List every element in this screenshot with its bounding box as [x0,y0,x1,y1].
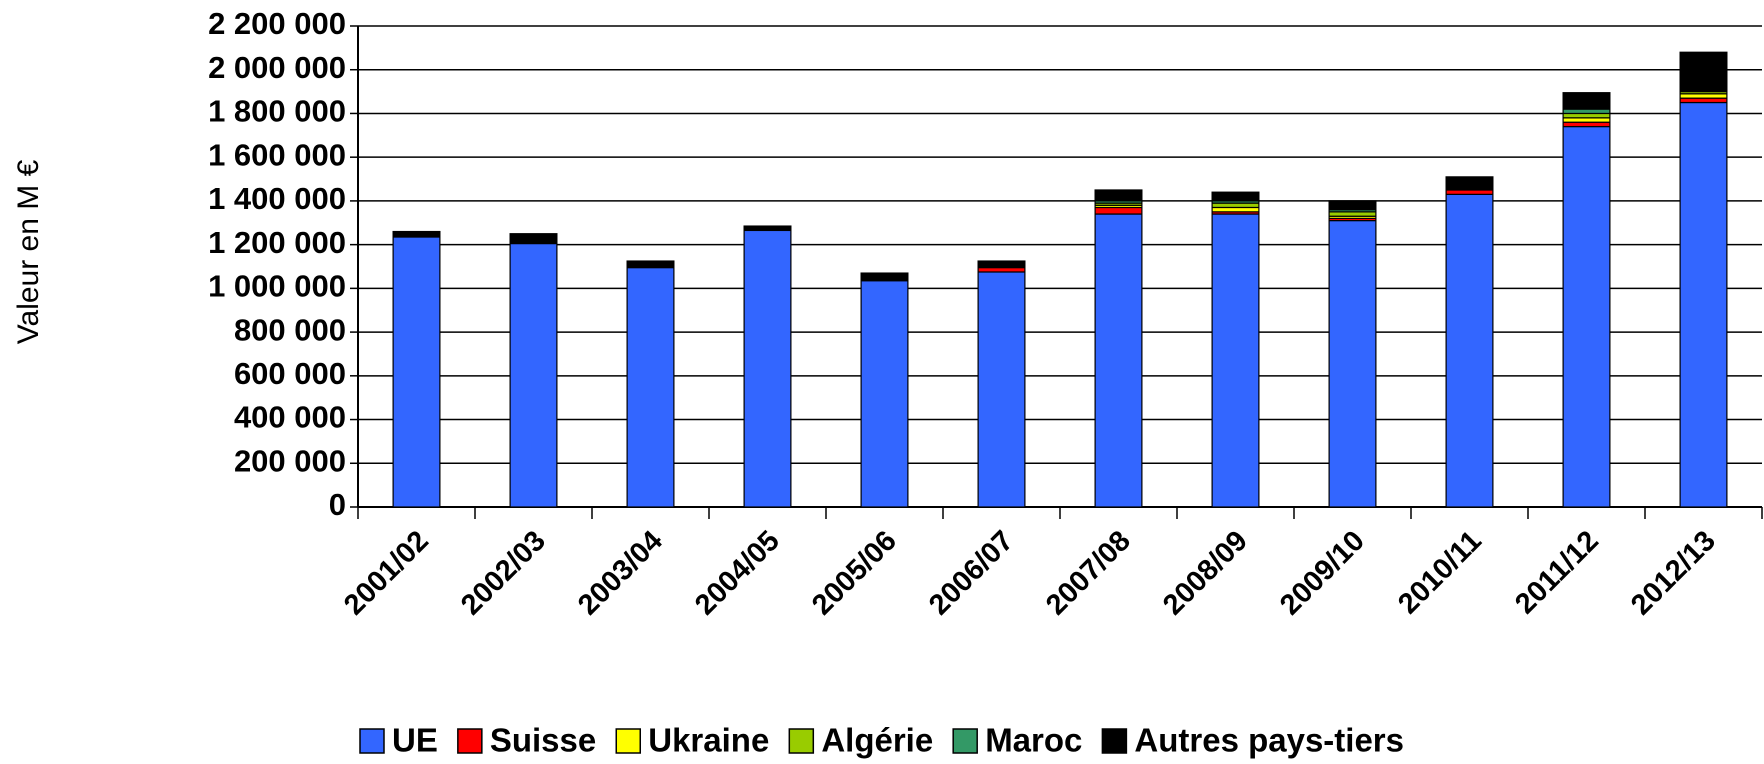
bar-segment [1445,176,1494,191]
bar-segment [1562,121,1611,128]
x-tick-label: 2009/10 [1274,525,1371,622]
bar-segment [1211,206,1260,213]
bar-segment [1445,189,1494,195]
bar-segment [392,230,441,237]
bar-segment [1328,200,1377,211]
bar-segment [1679,93,1728,99]
x-tick-label: 2005/06 [806,525,903,622]
bar-segment [1679,101,1728,508]
y-tick-label: 800 000 [234,312,346,347]
bar-segment [509,233,558,244]
bar-segment [743,225,792,232]
y-tick-label: 1 200 000 [208,225,346,260]
bar-segment [1445,193,1494,508]
bar-segment [860,272,909,282]
bar-segment [392,236,441,508]
x-tick-label: 2001/02 [338,525,435,622]
y-tick-label: 200 000 [234,443,346,478]
bar-segment [1679,51,1728,93]
bar-segment [626,260,675,269]
y-tick-label: 1 000 000 [208,269,346,304]
bar-segment [1211,202,1260,209]
y-tick-label: 0 [329,487,346,522]
bar-segment [1211,213,1260,508]
legend-swatch [457,728,483,754]
x-tick-label: 2008/09 [1157,525,1254,622]
bar-segment [1094,213,1143,508]
legend-swatch [359,728,385,754]
x-tick-label: 2006/07 [923,525,1020,622]
bar-segment [1094,206,1143,215]
bar-segment [1562,125,1611,508]
legend-swatch [788,728,815,754]
y-tick-label: 2 000 000 [208,50,346,85]
legend-label: Autres pays-tiers [1134,722,1404,759]
bar-segment [1562,112,1611,119]
y-tick-label: 1 800 000 [208,94,346,129]
bar-segment [1562,92,1611,110]
x-tick-label: 2010/11 [1392,525,1488,621]
bar-segment [1211,191,1260,202]
legend-swatch [1101,728,1128,754]
bar-segment [1328,211,1377,217]
legend-label: Maroc [985,722,1082,759]
y-tick-label: 400 000 [234,400,346,435]
x-tick-label: 2011/12 [1509,525,1605,621]
y-tick-label: 1 600 000 [208,137,346,172]
y-tick-label: 600 000 [234,356,346,391]
bar-segment [743,229,792,508]
legend-label: Algérie [821,722,933,759]
bar-segment [1562,117,1611,123]
y-tick-label: 1 400 000 [208,181,346,216]
bar-segment [977,266,1026,273]
bar-segment [1328,219,1377,508]
x-tick-label: 2007/08 [1040,525,1137,622]
bar-segment [1094,189,1143,202]
x-tick-label: 2004/05 [689,525,786,622]
bar-segment [1679,97,1728,104]
legend-swatch [615,728,641,754]
bar-segment [860,280,909,508]
x-tick-label: 2002/03 [455,525,552,622]
bar-segment [1562,108,1611,115]
bar-segment [977,260,1026,268]
x-tick-label: 2003/04 [572,525,669,622]
legend-label: Suisse [490,722,596,759]
y-axis-title: Valeur en M € [12,159,45,344]
legend-label: Ukraine [648,722,769,759]
bar-segment [626,266,675,508]
bar-segment [977,271,1026,508]
y-tick-label: 2 200 000 [208,6,346,41]
legend-swatch [952,728,978,754]
legend-label: UE [392,722,438,759]
x-tick-label: 2012/13 [1625,525,1722,622]
bar-segment [509,242,558,508]
